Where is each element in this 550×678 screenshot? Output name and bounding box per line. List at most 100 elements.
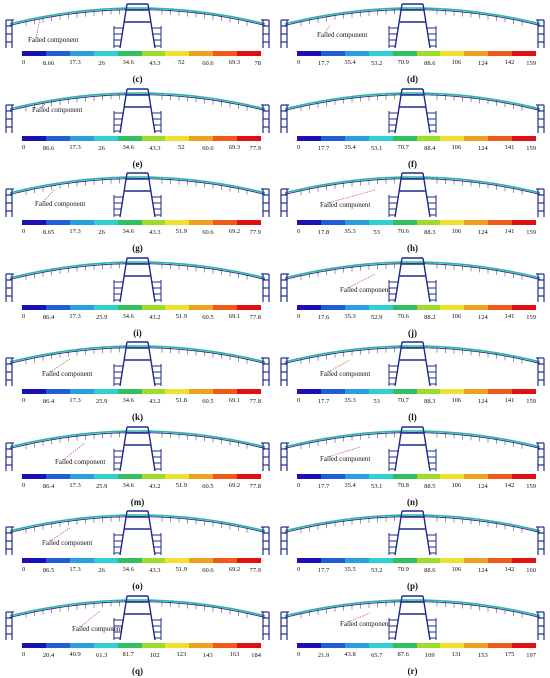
scale-tick-label: 60.6 [202, 145, 213, 152]
scale-tick-label: 20.4 [43, 652, 54, 659]
scale-tick-label: 88.6 [424, 60, 435, 67]
color-scale-segment [488, 389, 512, 394]
color-scale-segment [165, 136, 189, 141]
color-scale-segment [440, 474, 464, 479]
tower-member [120, 427, 127, 471]
scale-tick-label: 163 [230, 651, 240, 658]
scale-tick-label: 69.3 [229, 59, 240, 66]
scale-tick-label: 0 [22, 482, 25, 489]
tower-member [120, 258, 127, 302]
color-scale-segment [237, 474, 261, 479]
color-scale-segment [189, 389, 213, 394]
color-scale-bar [297, 305, 536, 310]
scale-tick-label: 17.7 [318, 483, 329, 490]
deck-bottom-chord [285, 601, 540, 617]
color-scale-segment [297, 220, 321, 225]
tower-member [148, 4, 155, 48]
scale-tick-label: 17.3 [69, 228, 80, 235]
scale-tick-label: 70.6 [398, 228, 409, 235]
tower-member [423, 342, 430, 386]
color-scale-segment [345, 136, 369, 141]
color-scale-bar [297, 474, 536, 479]
color-scale-segment [393, 474, 417, 479]
color-scale-segment [321, 643, 345, 648]
color-scale-segment [94, 305, 118, 310]
tower-member [423, 427, 430, 471]
scale-tick-label: 124 [478, 483, 488, 490]
scale-tick-label: 124 [478, 145, 488, 152]
color-scale-segment [393, 305, 417, 310]
color-scale-segment [464, 220, 488, 225]
scale-tick-label: 53.2 [371, 567, 382, 574]
scale-tick-label: 124 [478, 229, 488, 236]
scale-tick-label: 35.5 [344, 566, 355, 573]
scale-tick-label: 0 [22, 397, 25, 404]
scale-tick-label: 60.5 [202, 483, 213, 490]
panel-label: (f) [275, 159, 550, 169]
color-scale-segment [165, 643, 189, 648]
scale-tick-label: 43.2 [149, 314, 160, 321]
scale-tick-label: 70.9 [398, 59, 409, 66]
scale-tick-label: 184 [251, 652, 261, 659]
tower-member [395, 4, 402, 48]
scale-tick-label: 17.7 [318, 567, 329, 574]
scale-tick-label: 142 [505, 482, 515, 489]
color-scale-segment [22, 389, 46, 394]
panel-label: (i) [0, 328, 275, 338]
scale-tick-label: 0 [22, 59, 25, 66]
scale-tick-label: 25.9 [96, 483, 107, 490]
scale-tick-label: 60.6 [202, 229, 213, 236]
color-scale-segment [46, 389, 70, 394]
color-scale-segment [321, 305, 345, 310]
scale-tick-label: 17.3 [69, 397, 80, 404]
color-scale-segment [321, 51, 345, 56]
color-scale-bar [297, 136, 536, 141]
scale-tick-label: 17.3 [69, 144, 80, 151]
scale-tick-label: 51.9 [176, 566, 187, 573]
color-scale-segment [464, 51, 488, 56]
color-scale-segment [70, 220, 94, 225]
color-scale-segment [213, 136, 237, 141]
color-scale-segment [488, 136, 512, 141]
color-scale-segment [393, 51, 417, 56]
bridge-model-icon [275, 171, 550, 219]
color-scale-segment [512, 305, 536, 310]
scale-tick-label: 35.3 [344, 397, 355, 404]
deck-bottom-chord [285, 517, 540, 533]
scale-tick-label: 26 [98, 60, 105, 67]
color-scale-bar [297, 643, 536, 648]
scale-tick-label: 124 [478, 60, 488, 67]
deck-bottom-chord [10, 179, 265, 195]
color-scale-segment [297, 389, 321, 394]
color-scale-segment [94, 643, 118, 648]
color-scale-segment [345, 389, 369, 394]
color-scale-segment [345, 51, 369, 56]
color-scale-segment [369, 558, 393, 563]
color-scale-segment [237, 136, 261, 141]
scale-tick-label: 143 [203, 652, 213, 659]
scale-tick-label: 142 [505, 566, 515, 573]
scale-tick-label: 17.3 [69, 482, 80, 489]
scale-tick-label: 77.9 [250, 567, 261, 574]
failed-component-label: Failed component [320, 370, 370, 378]
color-scale-segment [512, 558, 536, 563]
color-scale-segment [46, 474, 70, 479]
color-scale-segment [118, 136, 142, 141]
color-scale-segment [46, 136, 70, 141]
scale-tick-label: 43.2 [149, 398, 160, 405]
scale-tick-label: 21.9 [318, 652, 329, 659]
scale-tick-label: 35.3 [344, 313, 355, 320]
deck-bottom-chord [10, 517, 265, 533]
scale-tick-label: 60.6 [202, 60, 213, 67]
scale-tick-label: 61.3 [96, 652, 107, 659]
color-scale-segment [94, 220, 118, 225]
color-scale-segment [70, 136, 94, 141]
scale-tick-label: 34.6 [123, 566, 134, 573]
